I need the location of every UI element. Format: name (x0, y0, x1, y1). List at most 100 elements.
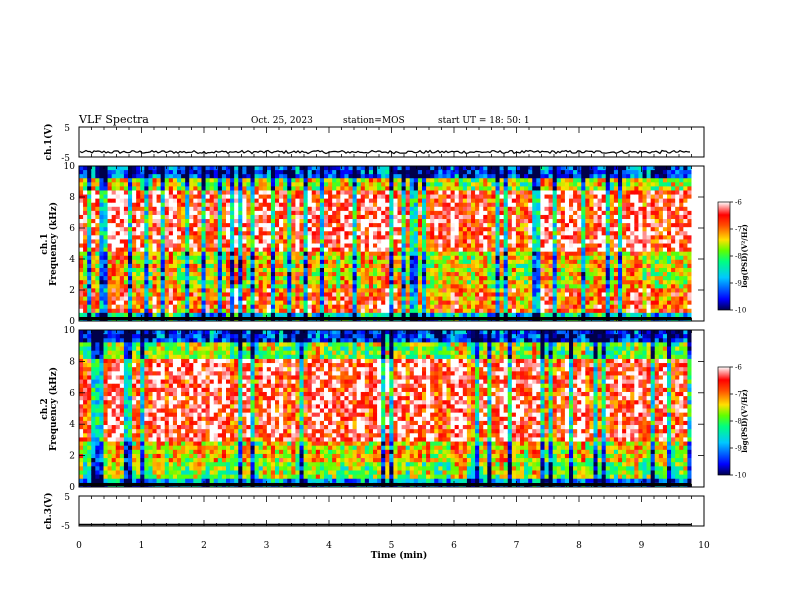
spectrogram-cell (213, 251, 219, 257)
spectrogram-cell (197, 206, 202, 212)
spectrogram-cell (193, 272, 198, 277)
spectrogram-cell (438, 272, 443, 277)
spectrogram-cell (409, 251, 415, 257)
spectrogram-cell (409, 174, 415, 179)
spectrogram-cell (430, 263, 435, 269)
spectrogram-cell (319, 300, 325, 306)
spectrogram-cell (128, 288, 133, 293)
spectrogram-cell (344, 206, 349, 212)
spectrogram-cell (373, 170, 378, 175)
spectrogram-cell (242, 210, 247, 216)
spectrogram-cell (479, 202, 484, 208)
spectrogram-cell (528, 296, 533, 302)
spectrogram-cell (291, 223, 296, 228)
spectrogram-cell (230, 239, 235, 244)
spectrogram-cell (177, 223, 182, 228)
spectrogram-cell (426, 182, 431, 187)
spectrogram-cell (381, 280, 386, 285)
spectrogram-cell (417, 308, 423, 314)
spectrogram-cell (581, 251, 586, 257)
spectrogram-cell (132, 182, 137, 187)
spectrogram-cell (597, 308, 603, 314)
spectrogram-cell (462, 259, 468, 265)
spectrogram-cell (475, 292, 480, 297)
spectrogram-cell (385, 304, 390, 310)
spectrogram-cell (201, 202, 206, 208)
spectrogram-cell (328, 296, 333, 302)
spectrogram-cell (389, 288, 394, 293)
spectrogram-cell (250, 296, 255, 302)
spectrogram-cell (279, 206, 284, 212)
spectrogram-cell (123, 263, 129, 269)
spectrogram-cell (299, 186, 304, 191)
spectrogram-cell (111, 235, 117, 240)
spectrogram-cell (364, 251, 370, 257)
spectrogram-cell (287, 202, 292, 208)
spectrogram-cell (487, 206, 492, 212)
spectrogram-cell (597, 304, 603, 310)
spectrogram-cell (528, 251, 533, 257)
spectrogram-cell (528, 247, 533, 253)
spectrogram-cell (266, 170, 272, 175)
spectrogram-cell (185, 255, 190, 261)
spectrogram-cell (524, 259, 529, 265)
spectrogram-cell (221, 214, 227, 220)
spectrogram-cell (397, 267, 402, 273)
spectrogram-cell (262, 182, 268, 187)
spectrogram-cell (368, 219, 374, 224)
spectrogram-cell (446, 300, 451, 306)
spectrogram-cell (87, 284, 92, 289)
spectrogram-cell (377, 227, 382, 232)
spectrogram-cell (360, 308, 366, 314)
spectrogram-cell (107, 178, 113, 183)
spectrogram-cell (454, 235, 460, 240)
spectrogram-cell (328, 166, 333, 171)
spectrogram-cell (471, 251, 476, 257)
spectrogram-cell (491, 308, 496, 314)
spectrogram-cell (609, 202, 615, 208)
spectrogram-cell (483, 292, 488, 297)
spectrogram-cell (177, 304, 182, 310)
spectrogram-cell (393, 259, 398, 265)
spectrogram-cell (95, 276, 100, 281)
spectrogram-cell (368, 231, 374, 236)
spectrogram-cell (336, 166, 341, 171)
spectrogram-cell (393, 202, 398, 208)
spectrogram-cell (168, 255, 174, 261)
spectrogram-cell (556, 227, 562, 232)
spectrogram-cell (307, 280, 313, 285)
spectrogram-cell (581, 206, 586, 212)
spectrogram-cell (511, 190, 517, 195)
spectrogram-cell (340, 178, 345, 183)
spectrogram-cell (593, 170, 598, 175)
spectrogram-cell (103, 231, 108, 236)
spectrogram-cell (128, 263, 133, 269)
spectrogram-cell (454, 210, 460, 216)
spectrogram-cell (254, 194, 260, 200)
spectrogram-cell (413, 292, 419, 297)
spectrogram-cell (328, 206, 333, 212)
spectrogram-cell (324, 190, 329, 195)
spectrogram-cell (577, 263, 582, 269)
spectrogram-cell (430, 308, 435, 314)
spectrogram-cell (377, 206, 382, 212)
spectrogram-cell (91, 190, 96, 195)
spectrogram-cell (291, 198, 296, 204)
spectrogram-cell (119, 300, 125, 306)
spectrogram-cell (181, 251, 186, 257)
spectrogram-cell (319, 182, 325, 187)
spectrogram-cell (581, 259, 586, 265)
spectrogram-cell (283, 219, 288, 224)
spectrogram-cell (344, 247, 349, 253)
spectrogram-cell (422, 296, 427, 302)
spectrogram-cell (552, 194, 558, 200)
spectrogram-cell (205, 288, 211, 293)
spectrogram-cell (311, 170, 317, 175)
spectrogram-cell (226, 174, 231, 179)
spectrogram-cell (307, 182, 313, 187)
spectrogram-cell (250, 210, 255, 216)
spectrogram-cell (340, 170, 345, 175)
spectrogram-cell (397, 202, 402, 208)
spectrogram-cell (189, 198, 194, 204)
spectrogram-cell (475, 186, 480, 191)
